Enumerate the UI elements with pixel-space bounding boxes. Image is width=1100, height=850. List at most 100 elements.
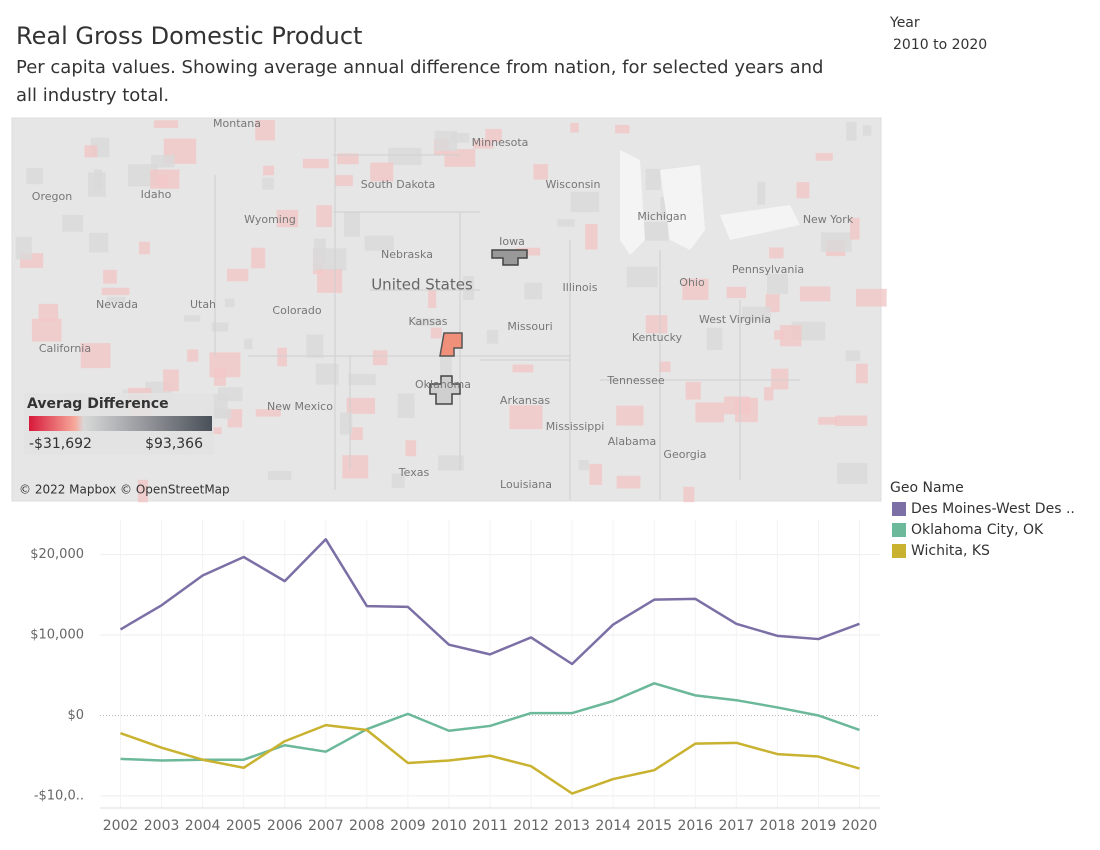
map-region (616, 405, 644, 426)
x-tick-label: 2014 (595, 818, 631, 834)
map-region (769, 247, 784, 259)
map-label: Texas (398, 466, 430, 479)
legend-label[interactable]: Des Moines-West Des .. (911, 501, 1075, 517)
x-tick-label: 2011 (472, 818, 508, 834)
region-iowa (491, 249, 528, 266)
map-region (306, 334, 324, 358)
map-region (557, 219, 575, 227)
x-tick-label: 2009 (390, 818, 426, 834)
map-region (84, 145, 98, 158)
map-region (405, 440, 417, 457)
map-label: West Virginia (699, 313, 771, 326)
map-label: Utah (190, 298, 216, 311)
map-region (184, 315, 201, 322)
map-region (855, 363, 868, 384)
map-region (818, 416, 837, 425)
x-tick-label: 2013 (554, 818, 590, 834)
map-region (757, 181, 766, 205)
map-region (780, 325, 802, 347)
map-region (515, 247, 541, 256)
map-region (62, 215, 84, 232)
map-region (570, 122, 579, 133)
x-tick-label: 2005 (226, 818, 262, 834)
map-region (589, 463, 603, 485)
region-oklahoma (429, 375, 461, 405)
map-label: Montana (213, 117, 261, 130)
map-region (796, 182, 810, 199)
map-region (820, 232, 852, 252)
map-region (89, 232, 109, 253)
map-region (645, 315, 668, 334)
map-label: Oklahoma (415, 378, 471, 391)
map-region (473, 139, 494, 149)
map-region (723, 396, 750, 415)
map-region (685, 381, 701, 400)
x-tick-label: 2003 (144, 818, 180, 834)
legend-label[interactable]: Wichita, KS (911, 543, 990, 559)
map-region (524, 282, 543, 300)
map-region (337, 153, 359, 165)
map[interactable]: Montana Minnesota Oregon Idaho South Dakota W… (11, 117, 887, 503)
series-line (120, 723, 860, 795)
map-region (850, 217, 860, 240)
map-label: Louisiana (500, 478, 552, 491)
map-label: Minnesota (472, 136, 529, 149)
y-tick-label: $10,000 (30, 628, 84, 643)
legend-swatch (892, 523, 906, 537)
map-region (533, 164, 548, 180)
map-region (267, 471, 292, 480)
map-region (106, 296, 126, 304)
x-tick-label: 2002 (103, 818, 139, 834)
map-region (370, 162, 394, 182)
map-region (462, 275, 475, 300)
map-region (227, 268, 249, 282)
region-kansas (439, 332, 463, 357)
map-label: Illinois (563, 281, 598, 294)
filter-value[interactable]: 2010 to 2020 (893, 37, 987, 53)
map-region (224, 298, 235, 308)
y-tick-label: -$10,0.. (34, 788, 84, 803)
map-region (313, 248, 347, 271)
map-region (350, 427, 363, 441)
map-label: United States (371, 276, 473, 294)
map-region (150, 169, 180, 189)
map-label: Wisconsin (546, 178, 601, 191)
y-tick-label: $0 (67, 708, 84, 723)
map-region (209, 427, 222, 435)
map-region (93, 169, 103, 191)
map-region (397, 393, 415, 418)
x-tick-label: 2018 (760, 818, 796, 834)
map-region (815, 153, 833, 161)
map-label: Pennsylvania (732, 263, 804, 276)
map-region (767, 273, 788, 294)
map-region (726, 286, 747, 299)
map-label: Kansas (409, 315, 448, 328)
line-chart: -$10,0.. $0 $10,000 $20,000 2002 2003 2004 2005… (30, 520, 880, 834)
map-region (218, 387, 243, 402)
map-region (364, 235, 394, 251)
subtitle: Per capita values. Showing average annua… (16, 57, 823, 78)
legend: Geo Name Des Moines-West Des .. Oklahoma C… (890, 480, 1075, 559)
map-copyright: © 2022 Mapbox © OpenStreetMap (19, 483, 230, 497)
map-region (509, 405, 543, 430)
x-tick-label: 2004 (185, 818, 221, 834)
legend-swatch (892, 502, 906, 516)
series-line (119, 538, 860, 666)
map-region (187, 349, 199, 362)
map-region (153, 120, 179, 129)
map-region (255, 120, 275, 141)
x-tick-label: 2015 (636, 818, 672, 834)
x-tick-label: 2006 (267, 818, 303, 834)
map-label: Nebraska (381, 248, 433, 261)
map-region (335, 175, 353, 187)
map-region (742, 306, 771, 322)
map-region (15, 236, 32, 260)
lakes (620, 150, 800, 255)
map-label: Mississippi (546, 420, 605, 433)
legend-label[interactable]: Oklahoma City, OK (911, 522, 1044, 538)
map-label: California (39, 342, 91, 355)
map-region (616, 475, 641, 489)
map-region (585, 223, 598, 250)
map-region (139, 241, 150, 255)
map-region (38, 303, 59, 321)
